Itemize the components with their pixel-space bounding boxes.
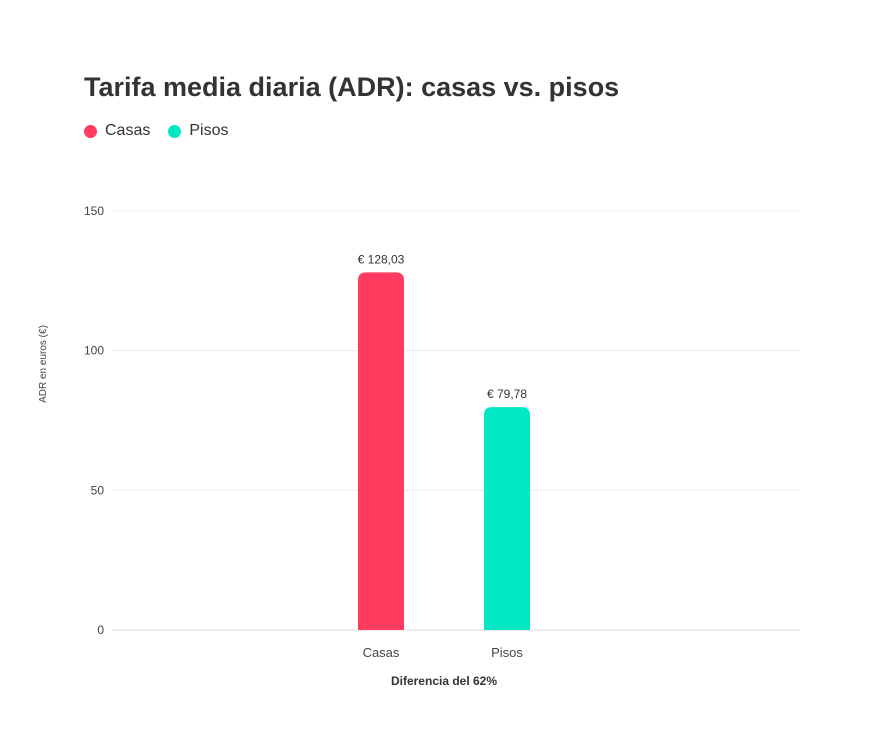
x-axis-label: Diferencia del 62% [391, 674, 497, 688]
data-label-casas: € 128,03 [358, 252, 405, 266]
y-tick-label-50: 50 [91, 483, 105, 497]
y-axis-label: ADR en euros (€) [38, 325, 49, 403]
legend-item-casas[interactable]: Casas [84, 122, 150, 140]
gridlines [112, 210, 800, 631]
bar-casas[interactable] [358, 272, 404, 630]
data-label-pisos: € 79,78 [487, 387, 527, 401]
bar-pisos[interactable] [484, 407, 530, 630]
x-tick-label-pisos: Pisos [491, 645, 523, 660]
x-axis-ticks: Casas Pisos [363, 645, 524, 660]
y-tick-label-100: 100 [84, 344, 104, 358]
y-axis-ticks: 0 50 100 150 [84, 204, 104, 637]
legend-item-pisos[interactable]: Pisos [168, 122, 228, 140]
legend-swatch-casas [84, 124, 97, 138]
legend-label-casas: Casas [105, 122, 151, 139]
data-labels: € 128,03 € 79,78 [358, 252, 528, 401]
y-tick-label-0: 0 [97, 623, 104, 637]
legend-swatch-pisos [168, 124, 182, 138]
legend: Casas Pisos [84, 122, 246, 140]
x-tick-label-casas: Casas [363, 645, 400, 660]
chart-title: Tarifa media diaria (ADR): casas vs. pis… [84, 72, 620, 102]
y-tick-label-150: 150 [84, 204, 104, 218]
bars [358, 272, 530, 630]
legend-label-pisos: Pisos [189, 122, 229, 139]
